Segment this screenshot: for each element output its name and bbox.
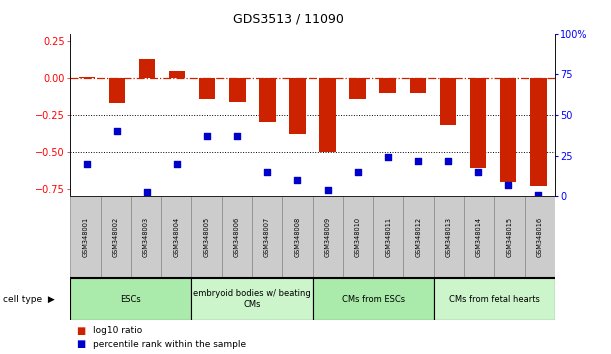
Bar (470, 78, 486, 169)
Bar (373, 196, 403, 278)
Text: GSM348001: GSM348001 (82, 217, 89, 257)
Text: GSM348014: GSM348014 (476, 217, 482, 257)
Bar (313, 278, 434, 320)
Text: log10 ratio: log10 ratio (93, 326, 143, 336)
Point (112, 129, 122, 134)
Text: GDS3513 / 11090: GDS3513 / 11090 (233, 12, 343, 25)
Point (263, 169, 273, 175)
Bar (109, 78, 125, 103)
Point (82, 161, 92, 167)
Text: cell type  ▶: cell type ▶ (3, 295, 55, 304)
Bar (70, 278, 191, 320)
Text: GSM348009: GSM348009 (324, 217, 331, 257)
Bar (252, 196, 282, 278)
Bar (434, 196, 464, 278)
Point (413, 158, 423, 164)
Text: GSM348012: GSM348012 (415, 217, 422, 257)
Bar (349, 78, 366, 99)
Bar (440, 78, 456, 125)
Text: GSM348008: GSM348008 (295, 217, 301, 257)
Text: CMs from ESCs: CMs from ESCs (342, 295, 404, 304)
Bar (191, 196, 222, 278)
Text: CMs from fetal hearts: CMs from fetal hearts (449, 295, 540, 304)
Text: ■: ■ (76, 326, 86, 336)
Bar (191, 278, 313, 320)
Bar (434, 278, 555, 320)
Bar (139, 59, 155, 78)
Bar (494, 196, 524, 278)
Bar (161, 196, 191, 278)
Text: GSM348011: GSM348011 (385, 217, 391, 257)
Bar (289, 78, 306, 134)
Point (232, 133, 242, 139)
Point (172, 161, 182, 167)
Bar (101, 196, 131, 278)
Bar (70, 196, 101, 278)
Point (473, 169, 483, 175)
Bar (524, 196, 555, 278)
Text: GSM348002: GSM348002 (112, 217, 119, 257)
Bar (403, 196, 434, 278)
Text: GSM348006: GSM348006 (234, 217, 240, 257)
Point (353, 169, 362, 175)
Point (383, 155, 393, 160)
Bar (131, 196, 161, 278)
Point (293, 177, 302, 183)
Text: GSM348016: GSM348016 (536, 217, 543, 257)
Bar (222, 196, 252, 278)
Text: GSM348015: GSM348015 (507, 217, 513, 257)
Bar (343, 196, 373, 278)
Bar (409, 78, 426, 93)
Bar (199, 78, 216, 99)
Bar (169, 71, 185, 78)
Text: ESCs: ESCs (120, 295, 141, 304)
Bar (259, 78, 276, 122)
Bar (229, 78, 246, 102)
Text: GSM348013: GSM348013 (446, 217, 452, 257)
Bar (79, 76, 95, 78)
Bar (282, 196, 313, 278)
Bar (379, 78, 396, 93)
Text: GSM348003: GSM348003 (143, 217, 149, 257)
Point (142, 189, 152, 194)
Bar (320, 78, 336, 152)
Text: GSM348005: GSM348005 (203, 217, 210, 257)
Bar (464, 196, 494, 278)
Text: GSM348010: GSM348010 (355, 217, 361, 257)
Text: GSM348004: GSM348004 (174, 217, 179, 257)
Text: embryoid bodies w/ beating
CMs: embryoid bodies w/ beating CMs (193, 290, 311, 309)
Point (323, 187, 332, 193)
Point (503, 182, 513, 188)
Bar (313, 196, 343, 278)
Bar (500, 78, 516, 182)
Text: ■: ■ (76, 339, 86, 349)
Point (443, 158, 453, 164)
Text: GSM348007: GSM348007 (264, 217, 270, 257)
Point (202, 133, 212, 139)
Bar (530, 78, 546, 186)
Text: percentile rank within the sample: percentile rank within the sample (93, 339, 247, 349)
Point (533, 192, 543, 198)
